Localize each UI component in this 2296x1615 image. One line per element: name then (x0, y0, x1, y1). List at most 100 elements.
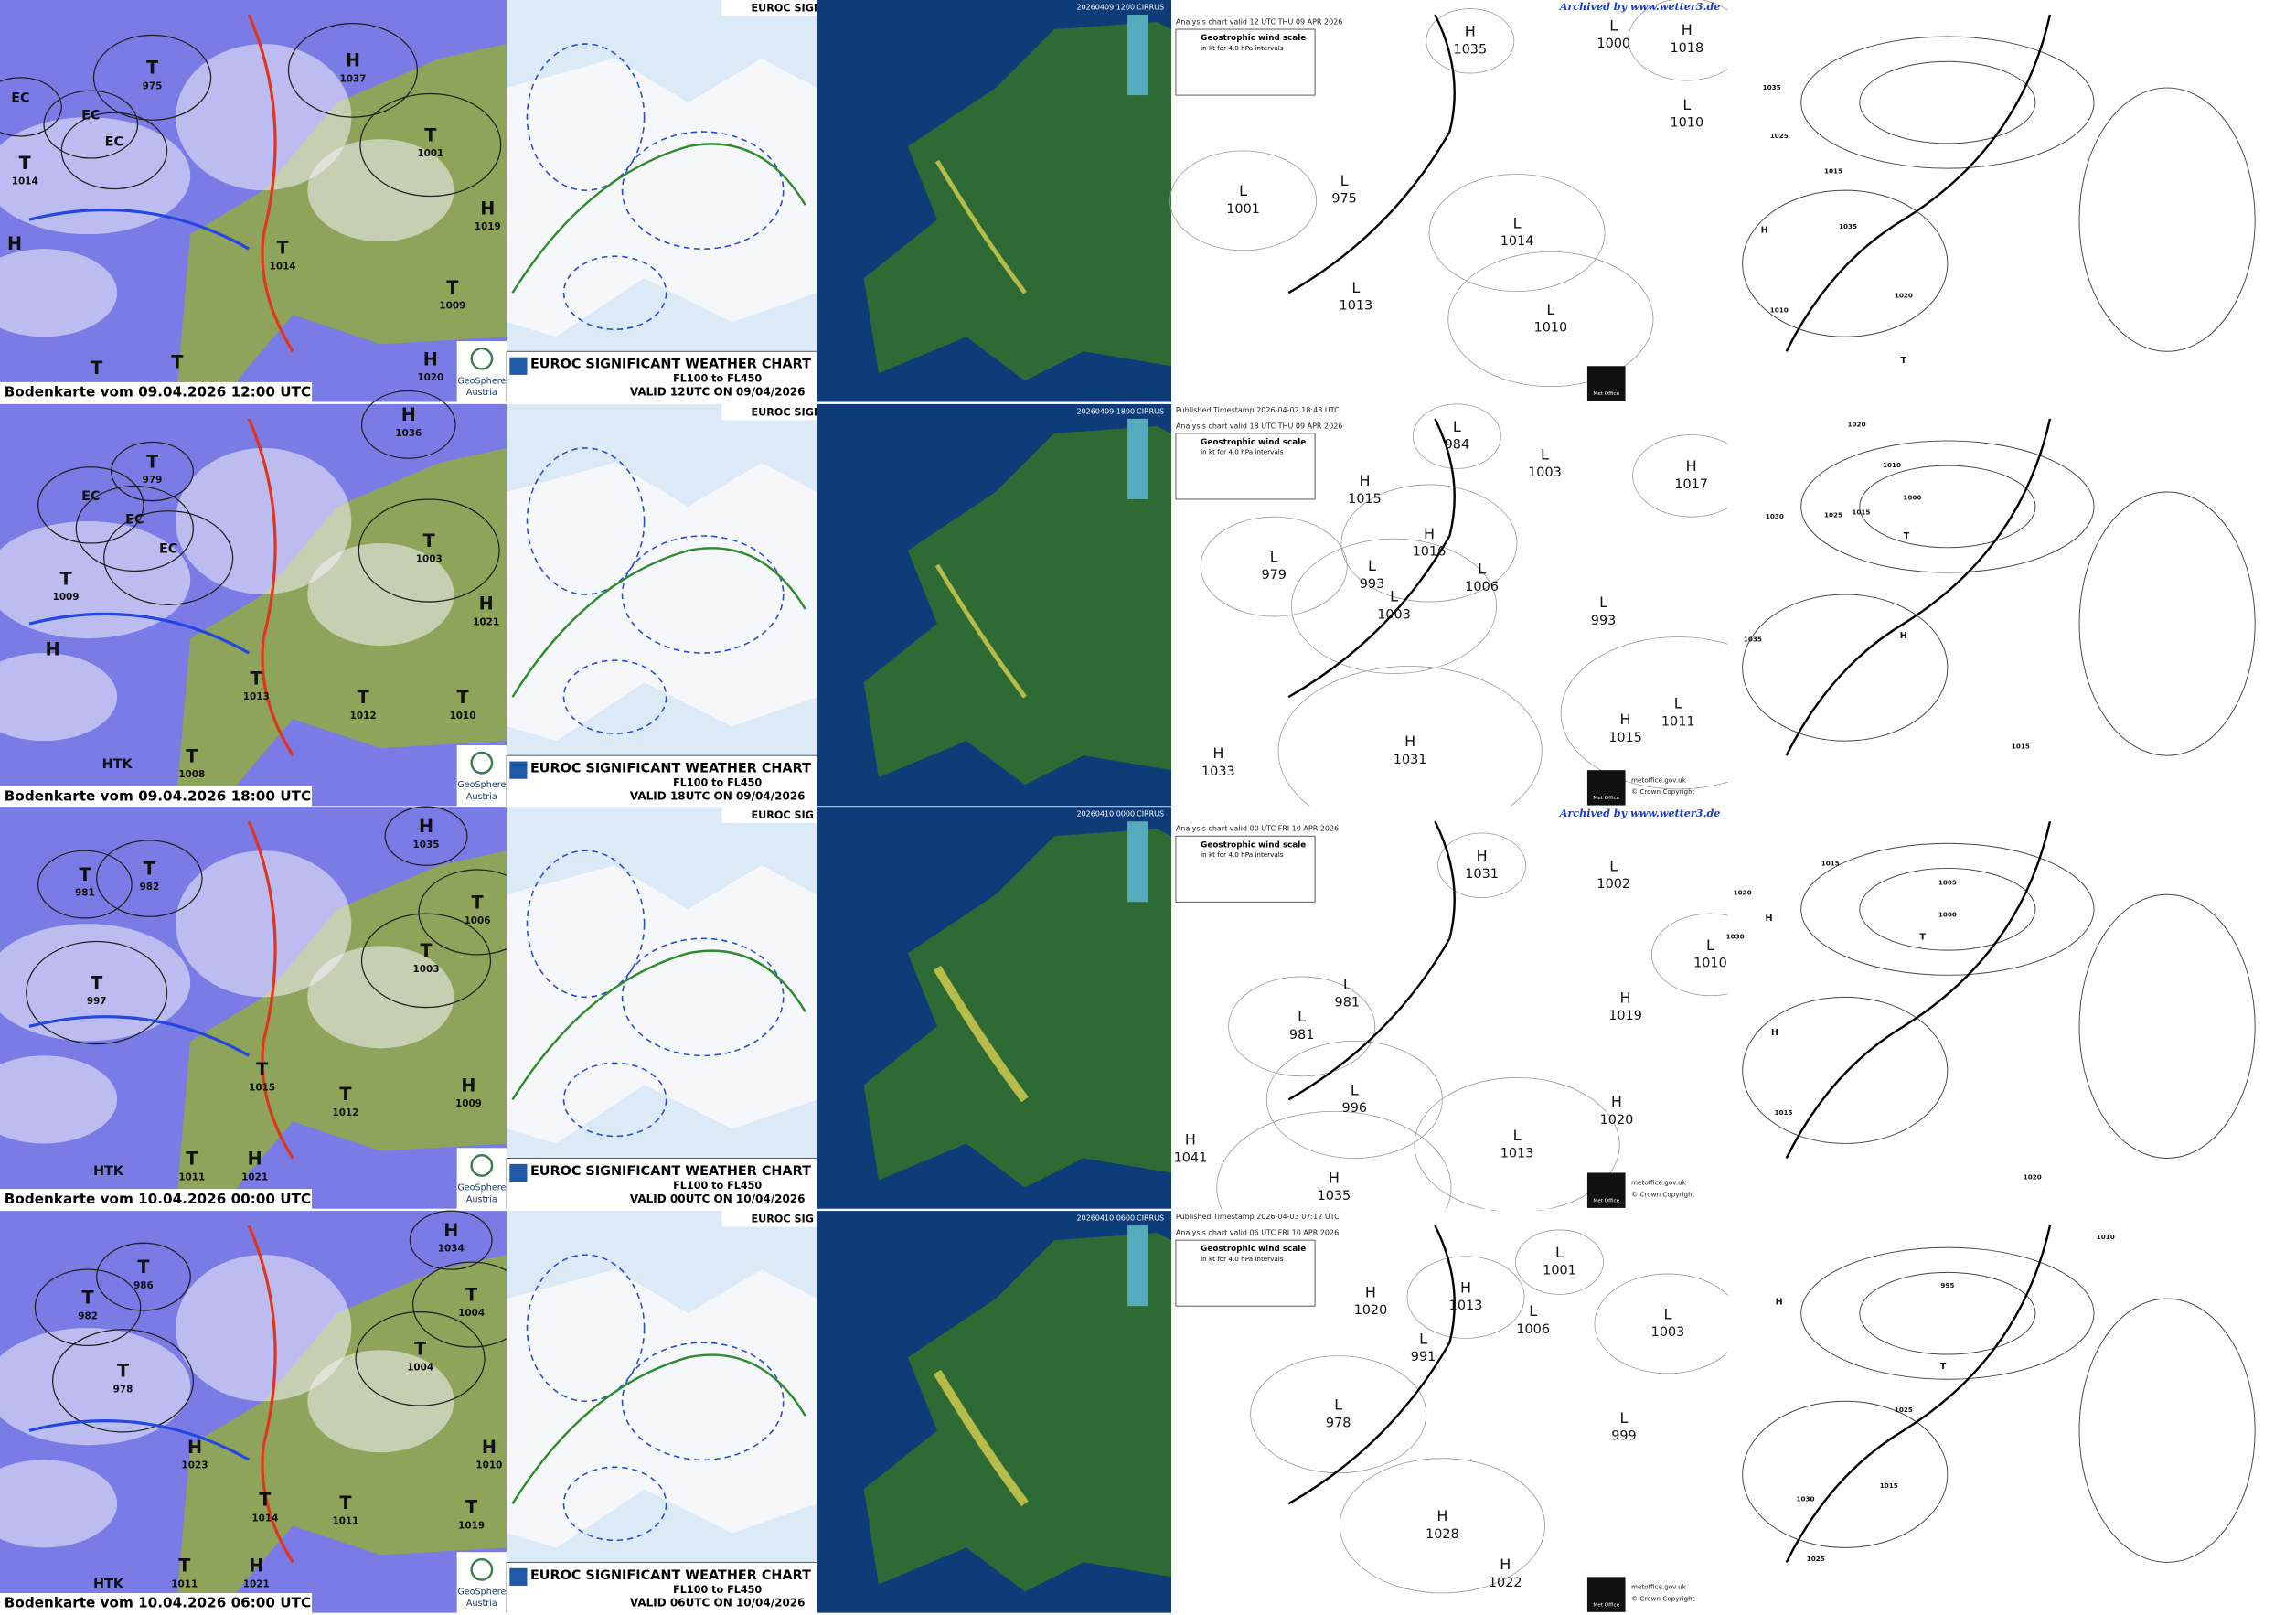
jet-stream (511, 949, 806, 1101)
pressure-center: H (1404, 733, 1415, 750)
pressure-value: 1014 (12, 176, 38, 187)
pressure-value: 1021 (243, 1578, 270, 1589)
scale-title: Geostrophic wind scale (1201, 840, 1306, 850)
isobar (1339, 1458, 1545, 1594)
pressure-center: H (1436, 1507, 1447, 1524)
land (507, 59, 817, 337)
cloud (0, 924, 191, 1042)
pressure-value: 1019 (458, 1520, 485, 1531)
front (1287, 820, 1456, 1101)
title-box (506, 350, 817, 403)
cloud (307, 139, 454, 242)
radar-legend (1127, 418, 1148, 499)
pressure-center: L (1682, 96, 1691, 113)
pressure-center: H (1365, 1283, 1376, 1300)
pressure-value: 1001 (417, 148, 443, 159)
sigwx-title: EUROC SIGNIFICANT WEATHER CHART (530, 762, 811, 776)
pressure-center: L (1419, 1330, 1427, 1347)
pressure-value: 975 (143, 80, 163, 91)
logo-mark (470, 751, 494, 775)
pressure-center: T (60, 569, 72, 590)
isobar (1800, 842, 2095, 976)
logo-mark (470, 1154, 494, 1177)
pressure-center: L (1368, 557, 1376, 574)
pressure-value: 1016 (1413, 545, 1447, 560)
analysis-header: Analysis chart valid 06 UTC FRI 10 APR 2… (1176, 1229, 1339, 1237)
pressure-center: EC (11, 91, 29, 105)
scale-sub: in kt for 4.0 hPa intervals (1201, 850, 1284, 859)
pressure-value: 1010 (475, 1460, 502, 1471)
pressure-value: 1031 (1465, 867, 1499, 882)
cloud (176, 44, 352, 191)
isobar (1426, 8, 1515, 74)
isobar (34, 1268, 142, 1347)
pressure-value: 999 (1611, 1429, 1637, 1444)
pressure-center: H (249, 1556, 263, 1577)
pressure-center: H (1500, 1556, 1511, 1573)
pressure-center: T (414, 1339, 426, 1360)
pressure-value: 991 (1411, 1350, 1436, 1364)
isobar (409, 1210, 493, 1270)
isobar (96, 840, 203, 917)
radar-legend (1127, 15, 1148, 96)
front (1785, 14, 2052, 352)
isobar (1447, 251, 1654, 388)
front (1785, 820, 2052, 1159)
land (507, 462, 817, 742)
isobar-label: 1025 (1824, 511, 1842, 519)
logo-text: Austria (466, 792, 497, 802)
front (1287, 1225, 1456, 1505)
pressure-center: T (339, 1084, 351, 1105)
pressure-value: 1037 (339, 73, 366, 84)
isobar-label: 1010 (2097, 1233, 2115, 1241)
pressure-center: T (1901, 356, 1907, 366)
pressure-value: 1022 (1489, 1576, 1522, 1590)
pressure-center: L (1351, 279, 1360, 296)
isobar-label: 1030 (1797, 1495, 1815, 1503)
radar-legend (1127, 1225, 1148, 1307)
pressure-center: H (1900, 631, 1907, 641)
wmo-logo (509, 1163, 528, 1182)
isobar (92, 34, 212, 121)
pressure-center: H (1477, 847, 1488, 864)
pressure-center: T (424, 124, 436, 145)
isobar (1859, 1271, 2036, 1355)
isobar (43, 90, 139, 159)
isobar (103, 510, 234, 605)
isobar (0, 77, 62, 137)
sigwx-header: EUROC SIGNI (752, 407, 827, 419)
pressure-value: 982 (139, 882, 159, 893)
pressure-center: H (1686, 457, 1697, 475)
logo-text: Met Office (1593, 391, 1619, 397)
logo-mark (470, 347, 494, 370)
dwd-bg (1727, 807, 2296, 1210)
wind-scale-box (1175, 835, 1316, 903)
pressure-center: H (187, 1437, 202, 1458)
isobar (1742, 594, 1949, 742)
front (28, 612, 251, 655)
pressure-value: 986 (133, 1280, 154, 1291)
pressure-center: L (1674, 695, 1682, 712)
pressure-center: H (1465, 23, 1476, 40)
pressure-value: 981 (1335, 996, 1361, 1011)
pressure-center: T (446, 277, 458, 298)
scale-sub: in kt for 4.0 hPa intervals (1201, 44, 1284, 52)
isobar-label: 1020 (1734, 889, 1752, 897)
cloud (0, 1055, 118, 1144)
pressure-center: T (91, 358, 102, 379)
pressure-value: 1021 (241, 1171, 268, 1182)
logo-box (456, 341, 507, 403)
pressure-center: H (480, 198, 495, 219)
map-caption: Bodenkarte vom 10.04.2026 06:00 UTC (5, 1595, 311, 1611)
cloud (176, 850, 352, 998)
pressure-center: L (1599, 594, 1607, 611)
timestamp: Published Timestamp 2026-04-03 07:12 UTC (1176, 1213, 1340, 1221)
sigwx-levels: FL100 to FL450 (673, 777, 762, 789)
pressure-value: 981 (1289, 1028, 1315, 1043)
pressure-center: L (1609, 16, 1618, 34)
pressure-value: 978 (113, 1384, 133, 1395)
pressure-value: 1011 (171, 1578, 198, 1589)
front (247, 820, 294, 1160)
pressure-center: T (465, 1497, 477, 1518)
logo-mark (470, 1557, 494, 1581)
